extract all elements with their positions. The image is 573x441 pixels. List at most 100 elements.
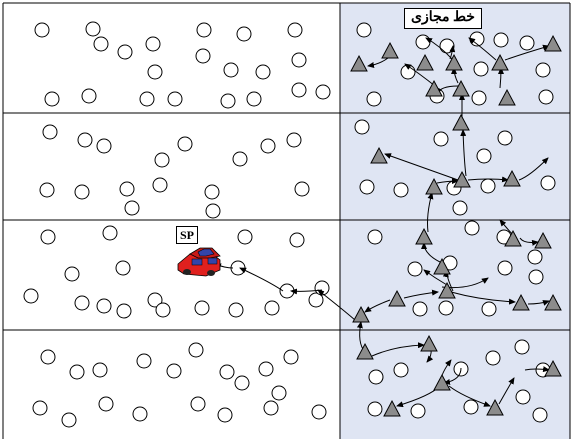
triangle-node bbox=[491, 53, 509, 71]
arrow bbox=[504, 44, 550, 61]
triangle-node bbox=[415, 227, 433, 245]
node-circle bbox=[196, 22, 212, 38]
node-circle bbox=[93, 36, 109, 52]
node-circle bbox=[463, 399, 479, 415]
node-circle bbox=[255, 64, 271, 80]
node-circle bbox=[147, 64, 163, 80]
triangle-node bbox=[383, 399, 401, 417]
node-circle bbox=[271, 385, 287, 401]
node-circle bbox=[40, 349, 56, 365]
arrow bbox=[427, 192, 434, 233]
node-circle bbox=[532, 407, 548, 423]
node-circle bbox=[407, 261, 423, 277]
node-circle bbox=[354, 119, 370, 135]
node-circle bbox=[515, 389, 531, 405]
triangle-node bbox=[452, 79, 470, 97]
node-circle bbox=[514, 339, 530, 355]
node-circle bbox=[69, 364, 85, 380]
node-circle bbox=[535, 62, 551, 78]
node-circle bbox=[117, 44, 133, 60]
node-circle bbox=[34, 22, 50, 38]
node-circle bbox=[136, 353, 152, 369]
triangle-node bbox=[544, 359, 562, 377]
node-circle bbox=[519, 35, 535, 51]
triangle-node bbox=[420, 334, 438, 352]
node-circle bbox=[23, 288, 39, 304]
triangle-node bbox=[433, 257, 451, 275]
triangle-node bbox=[425, 177, 443, 195]
node-circle bbox=[452, 200, 468, 216]
arrow bbox=[384, 153, 459, 181]
node-circle bbox=[393, 362, 409, 378]
node-circle bbox=[308, 292, 324, 308]
node-circle bbox=[473, 61, 489, 77]
node-circle bbox=[311, 404, 327, 420]
node-circle bbox=[367, 401, 383, 417]
node-circle bbox=[166, 363, 182, 379]
vehicle-icon bbox=[177, 247, 221, 277]
arrow bbox=[527, 300, 550, 306]
node-circle bbox=[283, 349, 299, 365]
node-circle bbox=[497, 260, 513, 276]
node-circle bbox=[527, 249, 543, 265]
node-circle bbox=[92, 362, 108, 378]
arrow bbox=[467, 176, 509, 183]
node-circle bbox=[538, 89, 554, 105]
node-circle bbox=[234, 375, 250, 391]
node-circle bbox=[96, 298, 112, 314]
node-circle bbox=[433, 131, 449, 147]
node-circle bbox=[44, 91, 60, 107]
arrow bbox=[518, 157, 549, 181]
node-circle bbox=[476, 148, 492, 164]
node-circle bbox=[155, 302, 171, 318]
node-circle bbox=[286, 132, 302, 148]
node-circle bbox=[260, 138, 276, 154]
node-circle bbox=[366, 91, 382, 107]
triangle-node bbox=[544, 293, 562, 311]
node-circle bbox=[294, 181, 310, 197]
arrow bbox=[423, 269, 448, 286]
triangle-node bbox=[512, 293, 530, 311]
node-circle bbox=[116, 303, 132, 319]
node-circle bbox=[145, 36, 161, 52]
arrow bbox=[239, 267, 284, 292]
node-circle bbox=[540, 175, 556, 191]
node-circle bbox=[194, 300, 210, 316]
node-circle bbox=[291, 52, 307, 68]
virtual-line-label: خط مجازی bbox=[404, 8, 482, 29]
node-circle bbox=[205, 203, 221, 219]
node-circle bbox=[220, 93, 236, 109]
node-circle bbox=[246, 91, 262, 107]
triangle-node bbox=[370, 146, 388, 164]
node-circle bbox=[139, 91, 155, 107]
arrow bbox=[448, 385, 491, 407]
node-circle bbox=[497, 130, 513, 146]
sp-label: SP bbox=[176, 226, 199, 244]
node-circle bbox=[471, 90, 487, 106]
node-circle bbox=[228, 302, 244, 318]
node-circle bbox=[85, 21, 101, 37]
node-circle bbox=[74, 295, 90, 311]
node-circle bbox=[315, 84, 331, 100]
node-circle bbox=[147, 292, 163, 308]
node-circle bbox=[528, 269, 544, 285]
arrow bbox=[498, 377, 515, 405]
triangle-node bbox=[352, 305, 370, 323]
arrow bbox=[421, 242, 441, 263]
node-circle bbox=[287, 22, 303, 38]
arrow bbox=[450, 291, 516, 305]
triangle-node bbox=[544, 34, 562, 52]
arrow bbox=[524, 366, 550, 373]
arrow bbox=[403, 289, 439, 299]
node-circle bbox=[223, 62, 239, 78]
triangle-node bbox=[388, 289, 406, 307]
arrow bbox=[371, 342, 425, 357]
node-circle bbox=[232, 151, 248, 167]
node-circle bbox=[356, 22, 372, 38]
node-circle bbox=[61, 412, 77, 428]
node-circle bbox=[190, 396, 206, 412]
node-circle bbox=[115, 260, 131, 276]
node-circle bbox=[359, 179, 375, 195]
node-circle bbox=[102, 225, 118, 241]
